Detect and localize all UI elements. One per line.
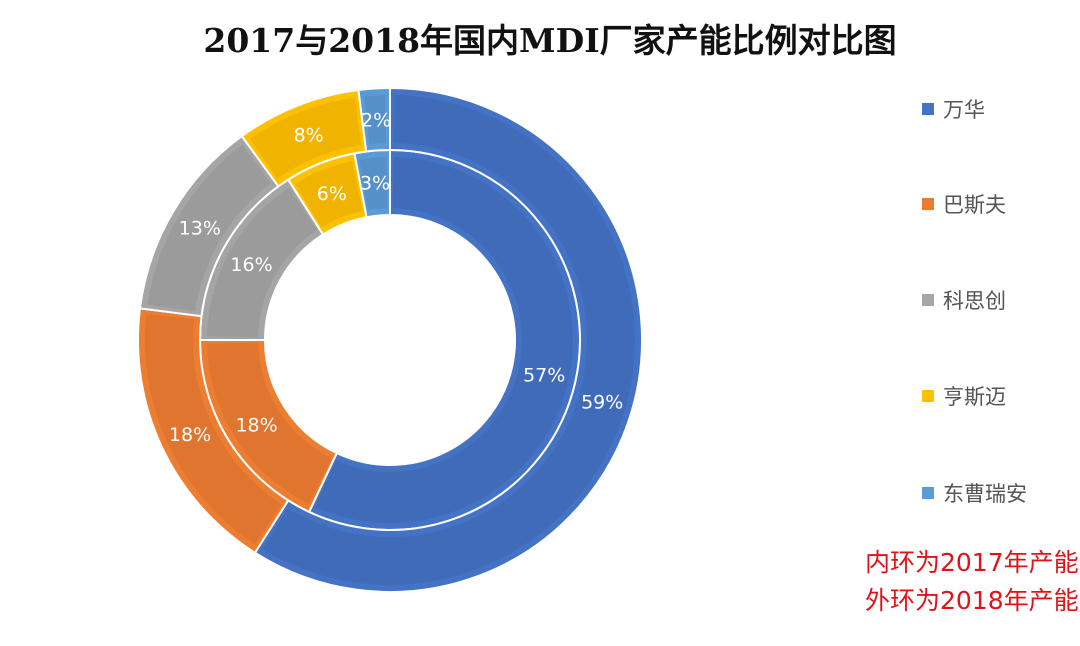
slice-bevel [147, 144, 272, 312]
data-label: 6% [317, 183, 347, 205]
legend-item: 亨斯迈 [922, 381, 1006, 411]
data-label: 3% [360, 173, 390, 195]
legend-swatch [922, 103, 934, 115]
data-label: 2% [361, 109, 391, 131]
annotation-line-outer: 外环为2018年产能 [865, 586, 1079, 615]
slice-bevel [315, 157, 574, 523]
data-label: 8% [294, 125, 324, 147]
slice-bevel [359, 157, 388, 210]
annotation-line-inner: 内环为2017年产能 [865, 548, 1079, 577]
slice-bevel [249, 97, 362, 179]
legend-label: 亨斯迈 [943, 385, 1006, 409]
legend-label: 科思创 [943, 289, 1006, 313]
slice-bevel [145, 314, 282, 545]
legend-label: 东曹瑞安 [943, 482, 1027, 506]
legend-swatch [922, 294, 934, 306]
legend-item: 东曹瑞安 [922, 478, 1027, 508]
legend-label: 万华 [943, 98, 985, 122]
legend-swatch [922, 390, 934, 402]
legend-swatch [922, 487, 934, 499]
legend-label: 巴斯夫 [943, 193, 1006, 217]
donut-slice [357, 86, 391, 153]
slice-bevel [207, 187, 318, 338]
data-label: 18% [235, 415, 277, 437]
donut-slice [253, 86, 643, 593]
legend-item: 巴斯夫 [922, 189, 1006, 219]
legend-swatch [922, 198, 934, 210]
data-label: 18% [169, 424, 211, 446]
data-label: 57% [523, 364, 565, 386]
slice-bevel [364, 95, 387, 145]
data-label: 59% [581, 392, 623, 414]
ring-annotation: 内环为2017年产能 外环为2018年产能 [865, 544, 1079, 620]
data-label: 16% [230, 254, 272, 276]
slice-bevel [207, 342, 332, 504]
legend-item: 科思创 [922, 285, 1006, 315]
legend-item: 万华 [922, 94, 985, 124]
data-label: 13% [179, 218, 221, 240]
slice-bevel [295, 160, 363, 228]
chart-title: 2017与2018年国内MDI厂家产能比例对比图 [203, 21, 897, 60]
slice-bevel [262, 95, 636, 585]
